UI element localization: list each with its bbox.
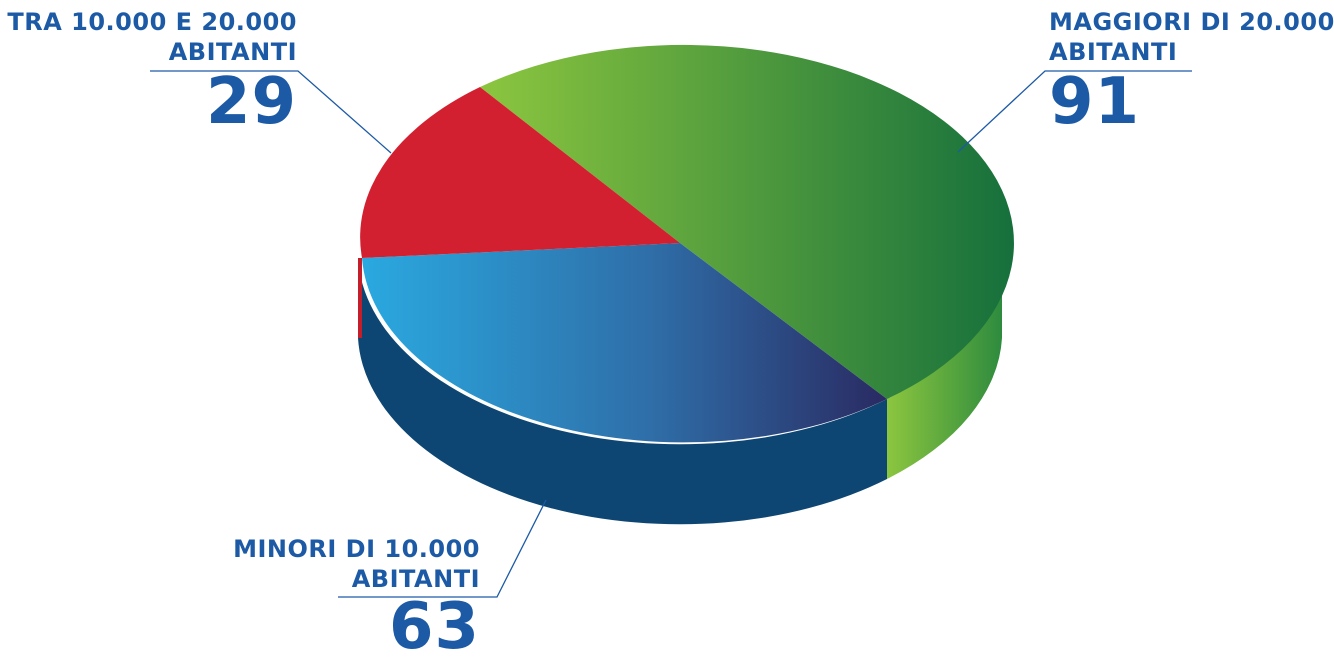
pie-side-green [887, 258, 1002, 479]
label-less-line1: MINORI DI 10.000 [233, 535, 480, 563]
label-between-10000-20000: TRA 10.000 E 20.000 ABITANTI 29 [0, 10, 297, 134]
label-less-line2: ABITANTI [351, 565, 480, 593]
label-between-value: 29 [205, 65, 297, 139]
label-more-line1: MAGGIORI DI 20.000 [1049, 8, 1334, 36]
leader-line-between [150, 70, 392, 154]
label-between-line1: TRA 10.000 E 20.000 [7, 8, 297, 36]
label-less-value: 63 [388, 590, 480, 664]
pie-slice-red [360, 87, 680, 258]
label-more-than-20000: MAGGIORI DI 20.000 ABITANTI 91 [1049, 10, 1334, 134]
label-less-than-10000: MINORI DI 10.000 ABITANTI 63 [180, 537, 480, 659]
pie-side-blue [358, 258, 887, 525]
label-more-value: 91 [1049, 65, 1141, 139]
pie-slice-green [480, 44, 1014, 399]
pie-slice-blue [362, 243, 887, 443]
pie-side-red [358, 258, 362, 338]
label-more-line2: ABITANTI [1049, 38, 1178, 66]
label-between-line2: ABITANTI [168, 38, 297, 66]
leader-line-more [957, 70, 1192, 153]
leader-line-less [338, 499, 547, 598]
